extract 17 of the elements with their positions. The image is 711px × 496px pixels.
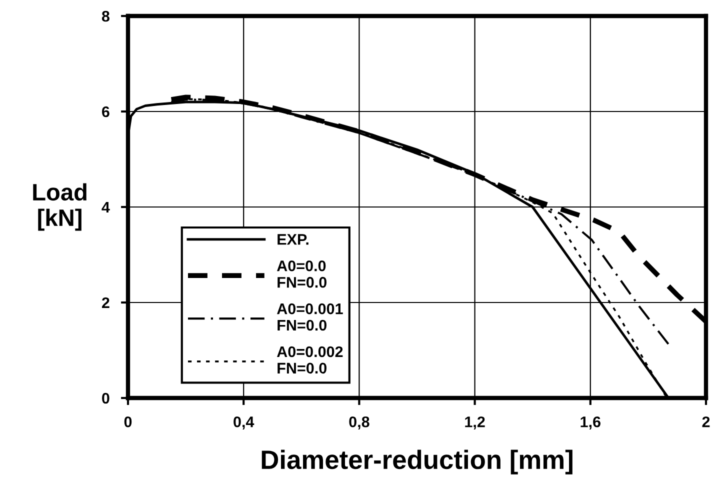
legend-label: A0=0.002 FN=0.0 bbox=[276, 346, 343, 374]
y-tick-label: 8 bbox=[102, 10, 110, 22]
legend-label: A0=0.001 FN=0.0 bbox=[276, 303, 343, 331]
x-tick-label: 1,6 bbox=[580, 416, 600, 430]
x-tick-label: 2 bbox=[702, 416, 710, 428]
y-tick-label: 2 bbox=[102, 297, 110, 308]
legend-label: A0=0.0 FN=0.0 bbox=[276, 260, 326, 288]
x-tick-label: 0,8 bbox=[349, 416, 370, 430]
x-tick-label: 0 bbox=[124, 416, 132, 428]
x-axis-title: Diameter-reduction [mm] bbox=[262, 450, 572, 474]
y-tick-label: 4 bbox=[102, 202, 110, 213]
y-tick-label: 0 bbox=[102, 392, 110, 404]
legend-label: EXP. bbox=[278, 234, 308, 245]
y-tick-label: 6 bbox=[102, 106, 110, 118]
x-tick-label: 1,2 bbox=[465, 416, 485, 430]
y-axis-title: Load [kN] bbox=[33, 183, 86, 231]
x-tick-label: 0,4 bbox=[234, 416, 254, 430]
